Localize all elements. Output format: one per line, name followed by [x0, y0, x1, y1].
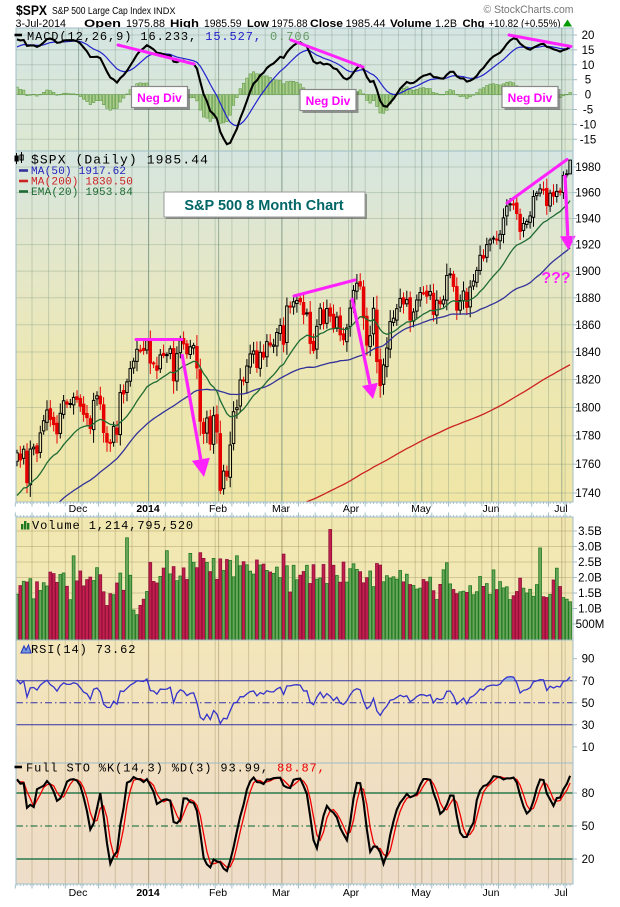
svg-text:1820: 1820 [575, 375, 601, 387]
svg-text:20: 20 [582, 30, 595, 42]
svg-text:???: ??? [541, 270, 570, 287]
svg-text:Volume 1,214,795,520: Volume 1,214,795,520 [32, 519, 194, 533]
svg-text:70: 70 [582, 676, 595, 688]
svg-text:1985.44: 1985.44 [346, 18, 386, 30]
svg-text:-15: -15 [580, 134, 597, 146]
svg-text:INDX: INDX [154, 6, 177, 17]
svg-text:Full STO %K(14,3) %D(3) 93.99,: Full STO %K(14,3) %D(3) 93.99, 88.87, [26, 762, 326, 776]
svg-text:Apr: Apr [343, 887, 360, 899]
svg-text:Neg Div: Neg Div [508, 91, 553, 105]
svg-text:+10.82 (+0.55%): +10.82 (+0.55%) [489, 18, 561, 30]
svg-text:Chg: Chg [463, 18, 485, 30]
svg-text:Open: Open [84, 18, 121, 30]
svg-text:Volume: Volume [390, 18, 432, 30]
svg-text:S&P 500 Large Cap Index: S&P 500 Large Cap Index [52, 5, 152, 17]
svg-text:$SPX (Daily) 1985.44: $SPX (Daily) 1985.44 [31, 153, 209, 168]
svg-text:3-Jul-2014: 3-Jul-2014 [16, 18, 67, 30]
svg-text:Feb: Feb [209, 503, 227, 515]
svg-text:0: 0 [585, 90, 591, 102]
svg-text:Jun: Jun [483, 503, 500, 515]
svg-text:Jun: Jun [483, 887, 500, 899]
svg-text:30: 30 [582, 720, 595, 732]
svg-text:May: May [411, 503, 432, 515]
svg-text:500M: 500M [576, 619, 605, 631]
svg-text:1900: 1900 [575, 266, 601, 278]
svg-text:90: 90 [582, 654, 595, 666]
svg-text:15: 15 [582, 45, 595, 57]
svg-text:MACD(12,26,9) 16.233, 15.527,: MACD(12,26,9) 16.233, 15.527, 0.706 [27, 30, 311, 44]
svg-text:Close: Close [310, 18, 343, 30]
svg-text:50: 50 [582, 698, 595, 710]
svg-text:1975.88: 1975.88 [126, 18, 165, 30]
svg-text:1940: 1940 [575, 214, 601, 226]
svg-text:S&P 500 8 Month Chart: S&P 500 8 Month Chart [184, 198, 343, 214]
svg-text:1800: 1800 [575, 403, 601, 415]
svg-text:MA(200) 1830.50: MA(200) 1830.50 [31, 177, 133, 189]
svg-text:1860: 1860 [575, 320, 601, 332]
svg-text:-5: -5 [583, 105, 593, 117]
svg-text:1985.59: 1985.59 [204, 18, 242, 30]
svg-text:80: 80 [582, 788, 595, 800]
svg-text:Mar: Mar [272, 887, 291, 899]
svg-text:20: 20 [582, 854, 595, 866]
svg-text:MA(50) 1917.62: MA(50) 1917.62 [31, 166, 126, 178]
svg-text:Jul: Jul [554, 887, 567, 899]
svg-text:Mar: Mar [272, 503, 291, 515]
svg-text:2.0B: 2.0B [578, 573, 602, 585]
svg-text:RSI(14) 73.62: RSI(14) 73.62 [31, 643, 136, 657]
svg-text:1975.88: 1975.88 [272, 18, 308, 30]
svg-text:-10: -10 [580, 119, 597, 131]
svg-text:$SPX: $SPX [16, 3, 47, 18]
svg-text:Dec: Dec [69, 503, 88, 515]
svg-text:1920: 1920 [575, 240, 601, 252]
svg-text:1960: 1960 [575, 188, 601, 200]
svg-text:Low: Low [247, 18, 269, 30]
svg-text:2014: 2014 [136, 887, 160, 899]
svg-text:1780: 1780 [575, 431, 601, 443]
svg-text:1.0B: 1.0B [578, 604, 602, 616]
svg-text:1.5B: 1.5B [578, 588, 602, 600]
svg-text:1840: 1840 [575, 347, 601, 359]
svg-text:Apr: Apr [343, 503, 360, 515]
svg-text:Feb: Feb [209, 887, 227, 899]
svg-text:50: 50 [582, 821, 595, 833]
svg-text:10: 10 [582, 742, 595, 754]
svg-text:1740: 1740 [575, 488, 601, 500]
svg-text:1980: 1980 [575, 162, 601, 174]
svg-text:10: 10 [582, 60, 595, 72]
svg-text:EMA(20) 1953.84: EMA(20) 1953.84 [31, 187, 133, 199]
svg-text:Dec: Dec [69, 887, 88, 899]
svg-text:May: May [411, 887, 432, 899]
svg-text:Jul: Jul [554, 503, 567, 515]
svg-text:© StockCharts.com: © StockCharts.com [484, 4, 574, 16]
svg-text:1760: 1760 [575, 459, 601, 471]
svg-text:Neg Div: Neg Div [137, 91, 182, 105]
svg-text:Neg Div: Neg Div [306, 94, 351, 108]
svg-text:1880: 1880 [575, 293, 601, 305]
svg-text:2014: 2014 [136, 503, 160, 515]
svg-text:High: High [170, 18, 199, 30]
svg-text:3.5B: 3.5B [578, 526, 602, 538]
svg-text:1.2B: 1.2B [435, 18, 457, 30]
svg-text:3.0B: 3.0B [578, 542, 602, 554]
svg-text:5: 5 [585, 75, 591, 87]
svg-text:2.5B: 2.5B [578, 557, 602, 569]
